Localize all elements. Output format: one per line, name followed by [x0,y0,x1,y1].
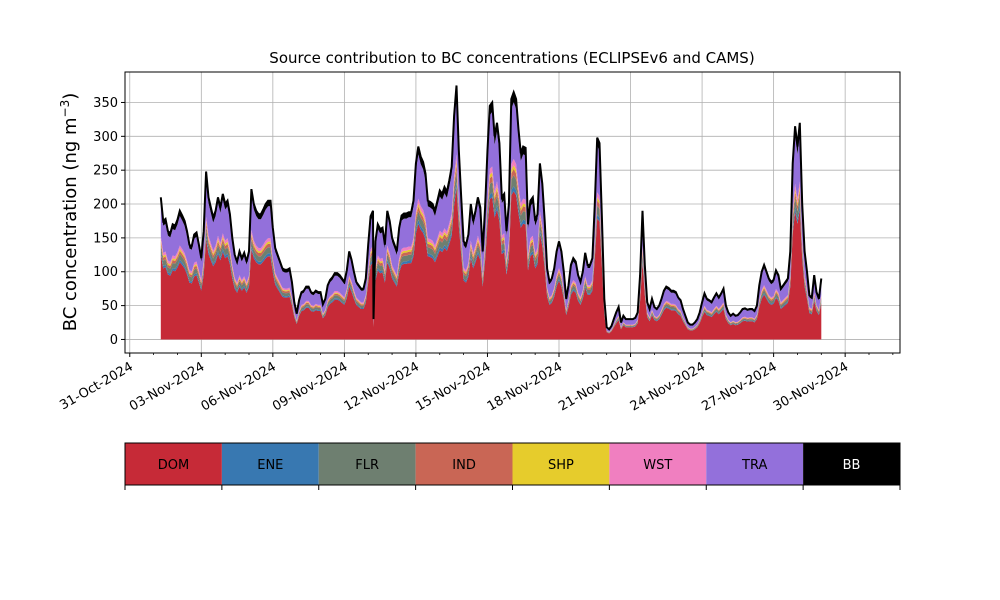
x-tick-label: 27-Nov-2024 [699,359,779,414]
legend-swatch-wst [609,443,707,485]
legend-label-dom: DOM [158,458,189,473]
legend-swatch-tra [706,443,804,485]
x-tick-label: 18-Nov-2024 [485,359,565,414]
legend-label-tra: TRA [741,458,767,473]
y-tick-label: 300 [93,130,118,145]
legend-swatch-ene [221,443,319,485]
legend-swatch-flr [318,443,416,485]
y-axis-label-exponent: −3 [58,100,72,118]
y-tick-label: 100 [93,265,118,280]
legend-label-bb: BB [843,458,861,473]
chart-title: Source contribution to BC concentrations… [269,49,754,67]
source-legend-colorbar: DOM ENE FLR IND SHP WST TRA BB [124,442,901,490]
x-tick-label: 03-Nov-2024 [127,359,207,414]
legend-swatch-ind [415,443,513,485]
y-axis-label: BC concentration (ng m−3) [58,93,81,332]
x-tick-label: 31-Oct-2024 [57,359,135,413]
x-tick-label: 09-Nov-2024 [270,359,350,414]
legend-swatch-bb [803,443,900,485]
y-axis-label-close: ) [60,93,81,100]
legend-label-wst: WST [643,458,672,473]
legend-label-shp: SHP [548,458,574,473]
area-tra [160,95,822,332]
y-tick-label: 200 [93,198,118,213]
legend-swatch-shp [512,443,610,485]
legend-label-ind: IND [452,458,476,473]
total-concentration-line [159,85,823,331]
legend-label-ene: ENE [257,458,283,473]
y-tick-label: 150 [93,231,118,246]
x-tick-label: 15-Nov-2024 [413,359,493,414]
plot-area [124,71,901,354]
legend-label-flr: FLR [355,458,379,473]
y-axis-label-main: BC concentration (ng m [60,117,81,331]
stacked-areas [160,85,822,340]
y-tick-label: 250 [93,164,118,179]
y-tick-label: 350 [93,96,118,111]
x-tick-label: 12-Nov-2024 [342,359,422,414]
x-tick-label: 21-Nov-2024 [556,359,636,414]
x-tick-label: 30-Nov-2024 [771,359,851,414]
plot-frame [124,71,901,354]
x-tick-label: 06-Nov-2024 [199,359,279,414]
y-tick-label: 50 [101,299,118,314]
y-tick-label: 0 [110,333,118,348]
area-dom [160,187,822,340]
x-tick-label: 24-Nov-2024 [628,359,708,414]
y-axis: 0 50 100 150 200 250 300 350 [93,96,125,348]
legend-swatch-dom [125,443,222,485]
x-axis: 31-Oct-202403-Nov-202406-Nov-202409-Nov-… [57,353,894,414]
